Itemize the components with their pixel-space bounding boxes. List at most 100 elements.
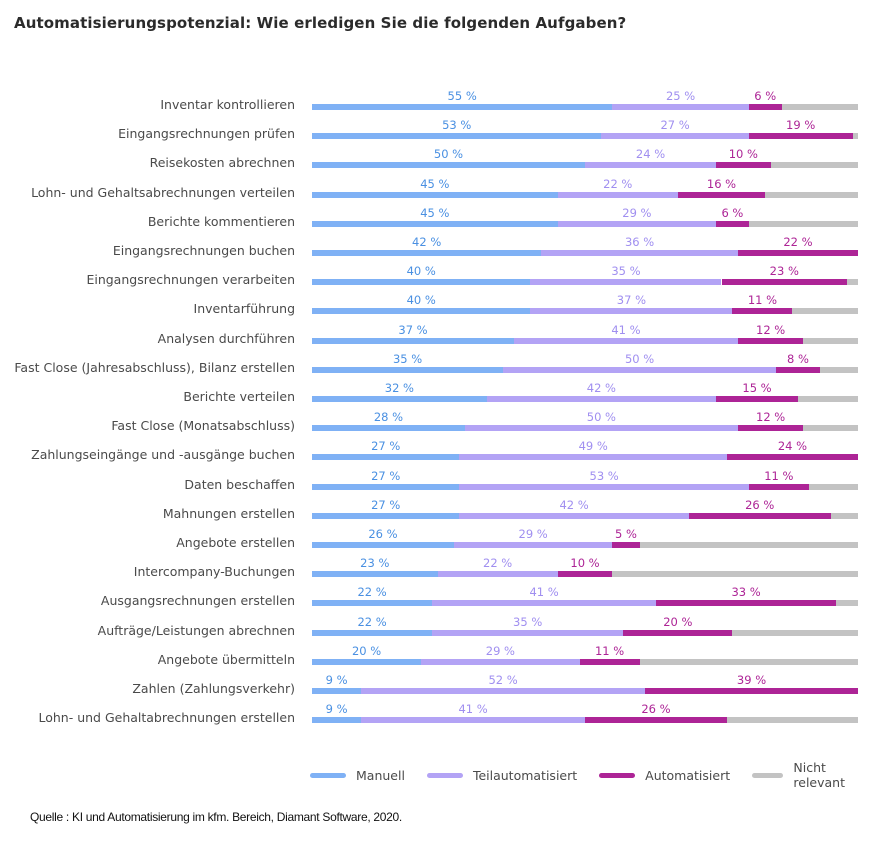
legend-label-automatisiert: Automatisiert [645, 767, 731, 783]
value-label-teilautomatisiert: 35 % [513, 614, 543, 629]
bar-nicht-relevant [852, 133, 858, 140]
bar-teilautomatisiert [361, 688, 646, 694]
row-label: Analysen durchführen [157, 330, 295, 346]
value-label-teilautomatisiert: 36 % [624, 235, 655, 249]
bar-manuell [312, 337, 515, 344]
bar-manuell [312, 250, 542, 256]
value-label-automatisiert: 12 % [756, 322, 786, 337]
bar-automatisiert [732, 308, 793, 315]
value-label-manuell: 9 % [325, 673, 348, 687]
value-label-manuell: 50 % [433, 147, 464, 162]
value-label-automatisiert: 11 % [764, 468, 794, 483]
value-label-automatisiert: 33 % [731, 585, 761, 600]
row-label: Intercompany-Buchungen [133, 564, 295, 580]
row-label: Reisekosten abrechnen [149, 155, 295, 171]
row-label: Eingangsrechnungen verarbeiten [86, 272, 295, 288]
bar-teilautomatisiert [557, 220, 717, 227]
bar-automatisiert [623, 629, 733, 636]
value-label-automatisiert: 11 % [594, 643, 625, 658]
bar-automatisiert [655, 600, 837, 607]
value-label-teilautomatisiert: 50 % [624, 351, 655, 366]
bar-automatisiert [716, 220, 749, 227]
bar-teilautomatisiert [612, 104, 749, 110]
bar-manuell [312, 104, 613, 110]
bar-manuell [312, 396, 487, 402]
value-label-automatisiert: 10 % [728, 147, 758, 162]
bar-nicht-relevant [781, 104, 858, 110]
value-label-manuell: 27 % [371, 439, 401, 454]
value-label-teilautomatisiert: 41 % [611, 322, 641, 337]
value-label-manuell: 32 % [384, 381, 414, 395]
value-label-teilautomatisiert: 29 % [518, 527, 548, 541]
row-label: Zahlungseingänge und -ausgänge buchen [31, 447, 295, 463]
bar-manuell [312, 688, 362, 694]
value-label-automatisiert: 12 % [756, 410, 786, 425]
bar-manuell [312, 220, 558, 227]
value-label-teilautomatisiert: 41 % [529, 585, 559, 600]
bar-automatisiert [748, 483, 809, 490]
value-label-manuell: 55 % [447, 89, 477, 103]
bar-automatisiert [737, 337, 804, 344]
bar-automatisiert [585, 717, 727, 724]
row-label: Zahlen (Zahlungsverkehr) [132, 681, 295, 696]
row-label: Eingangsrechnungen buchen [112, 243, 295, 258]
value-label-manuell: 40 % [406, 293, 436, 308]
value-label-teilautomatisiert: 52 % [488, 673, 518, 687]
value-label-automatisiert: 16 % [706, 176, 737, 191]
bar-teilautomatisiert [464, 425, 738, 432]
value-label-manuell: 27 % [371, 468, 401, 483]
bar-nicht-relevant [770, 162, 858, 169]
bar-automatisiert [721, 279, 848, 286]
value-label-automatisiert: 19 % [786, 118, 816, 133]
value-label-teilautomatisiert: 53 % [589, 468, 619, 483]
value-label-teilautomatisiert: 35 % [611, 264, 641, 279]
bar-teilautomatisiert [503, 366, 777, 373]
bar-nicht-relevant [797, 396, 858, 402]
bar-nicht-relevant [836, 600, 858, 607]
bar-manuell [312, 658, 422, 665]
bar-manuell [312, 600, 433, 607]
bar-teilautomatisiert [530, 279, 722, 286]
bar-nicht-relevant [830, 512, 858, 519]
row-label: Mahnungen erstellen [162, 505, 295, 521]
value-label-automatisiert: 6 % [754, 89, 777, 103]
bar-nicht-relevant [639, 542, 858, 548]
bar-teilautomatisiert [486, 396, 717, 402]
bar-teilautomatisiert [361, 717, 585, 724]
bar-automatisiert [645, 688, 858, 694]
bar-manuell [312, 571, 438, 578]
bar-nicht-relevant [803, 425, 858, 432]
value-label-manuell: 22 % [357, 585, 387, 600]
value-label-manuell: 23 % [360, 556, 390, 571]
bar-teilautomatisiert [432, 600, 656, 607]
bar-nicht-relevant [748, 220, 858, 227]
value-label-manuell: 28 % [373, 410, 404, 425]
legend-swatch-automatisiert [599, 772, 636, 778]
bar-teilautomatisiert [459, 454, 727, 461]
value-label-teilautomatisiert: 29 % [485, 643, 515, 658]
legend-label-nicht-relevant: Nicht relevant [793, 760, 846, 790]
bar-teilautomatisiert [437, 571, 558, 578]
row-label: Fast Close (Monatsabschluss) [111, 418, 295, 434]
value-label-teilautomatisiert: 41 % [458, 702, 488, 717]
bar-automatisiert [612, 542, 640, 548]
bar-teilautomatisiert [459, 512, 689, 519]
bar-automatisiert [579, 658, 640, 665]
bar-nicht-relevant [803, 337, 858, 344]
bar-manuell [312, 717, 362, 724]
legend-item-nicht-relevant: Nicht relevant [752, 760, 870, 790]
value-label-manuell: 35 % [392, 351, 423, 366]
bar-manuell [312, 425, 465, 432]
bar-manuell [312, 308, 531, 315]
value-label-teilautomatisiert: 50 % [586, 410, 616, 425]
value-label-automatisiert: 8 % [786, 351, 809, 366]
bar-nicht-relevant [612, 571, 858, 578]
bar-automatisiert [776, 366, 820, 373]
row-label: Lohn- und Gehaltsabrechnungen verteilen [31, 184, 295, 200]
bar-automatisiert [726, 454, 858, 461]
bar-teilautomatisiert [601, 133, 749, 140]
value-label-manuell: 45 % [420, 205, 450, 220]
value-label-teilautomatisiert: 29 % [622, 205, 652, 220]
bar-automatisiert [748, 133, 853, 140]
bar-nicht-relevant [726, 717, 858, 724]
